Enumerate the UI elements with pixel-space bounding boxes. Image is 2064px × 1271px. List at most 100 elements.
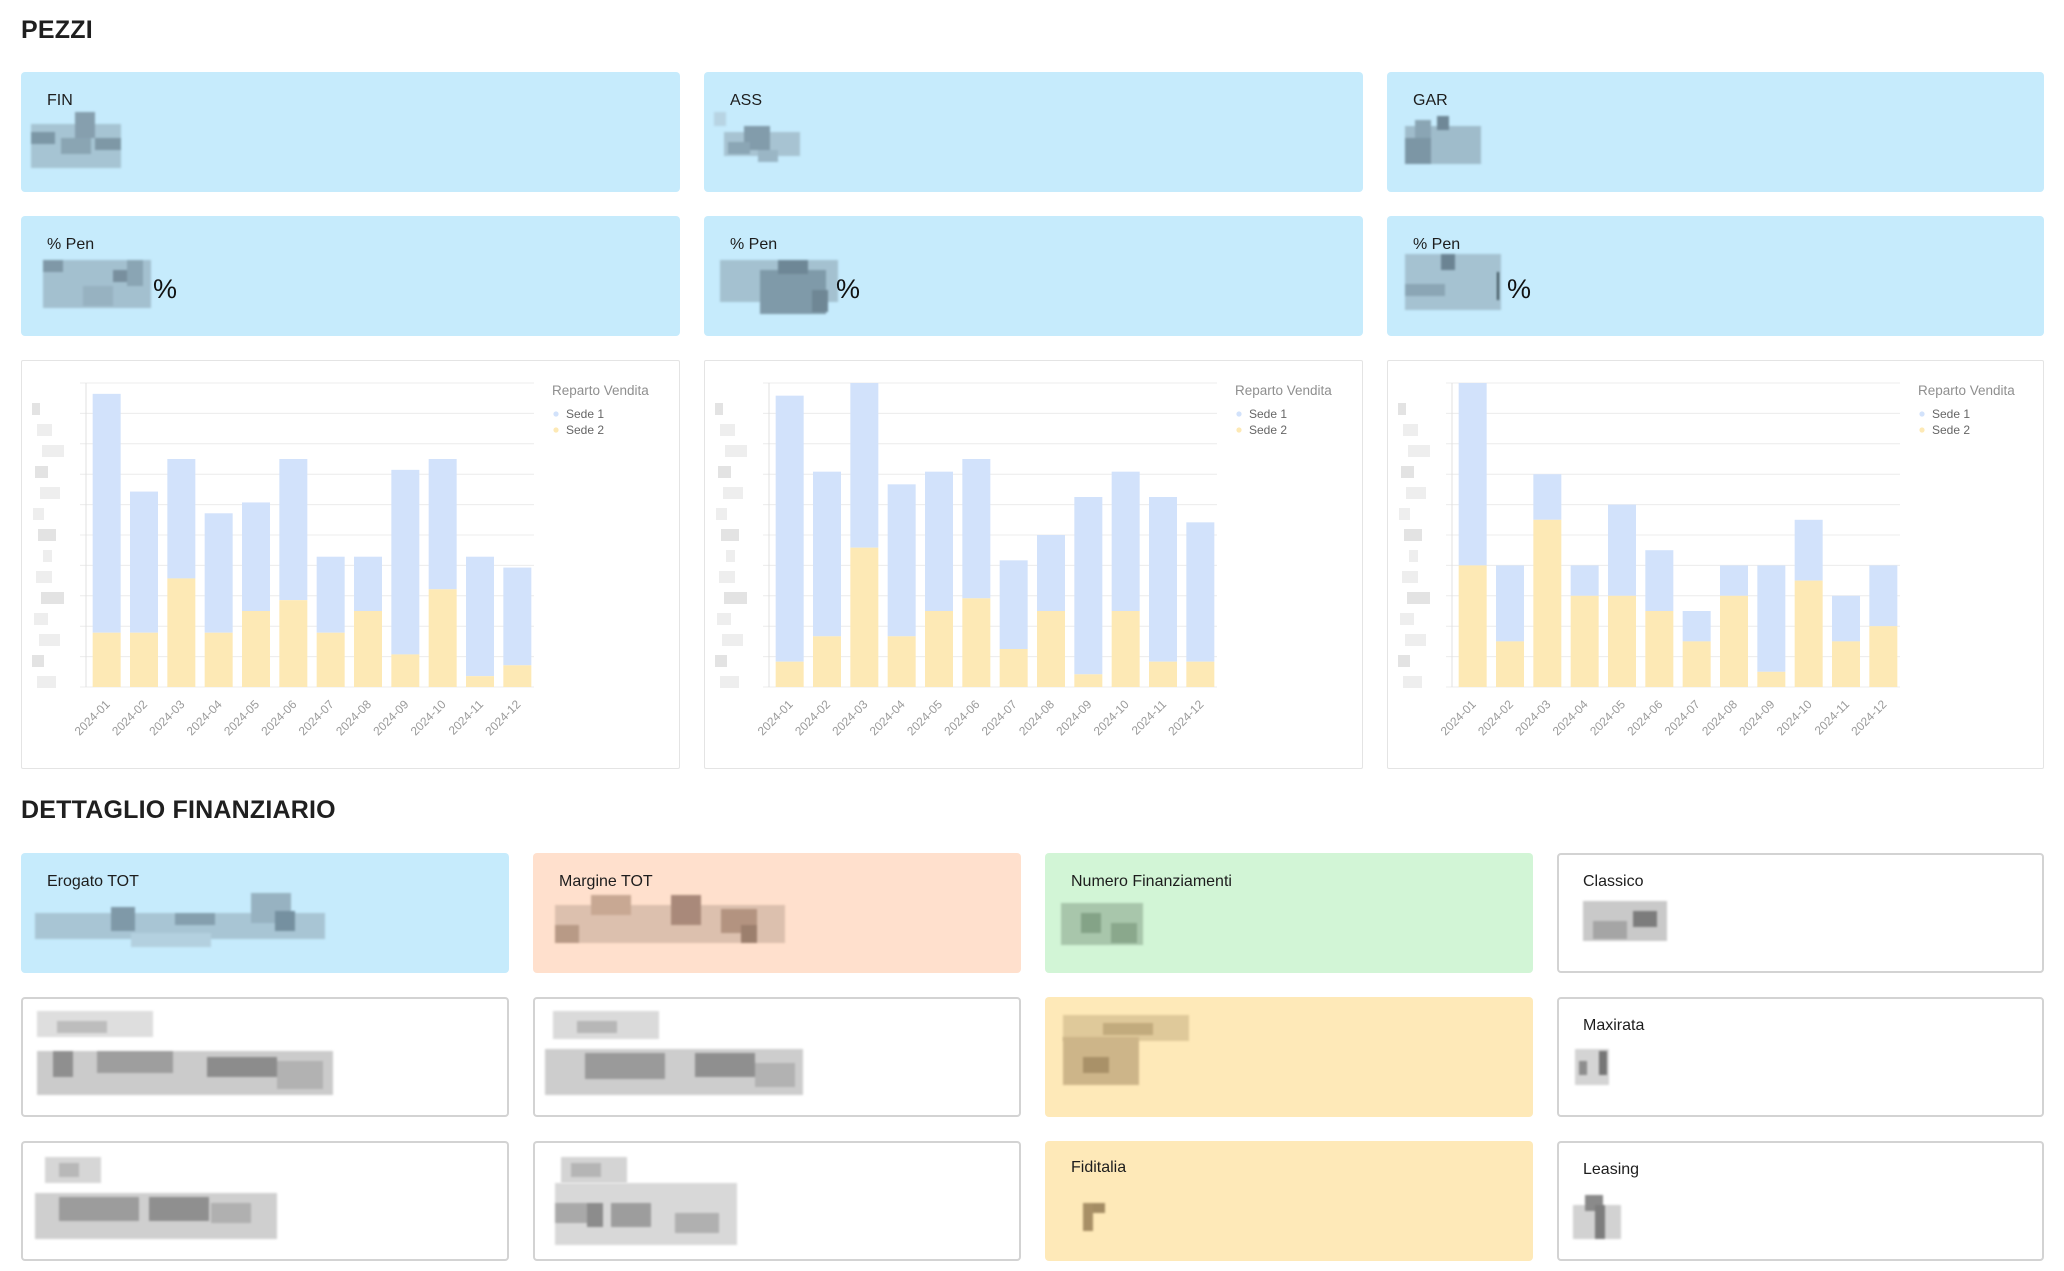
y-tick-label-redacted xyxy=(723,487,743,499)
fin-card-fiditalia[interactable]: Fiditalia xyxy=(1045,1141,1533,1261)
bar-sede-1 xyxy=(1794,519,1823,581)
fin-card-row3-col1[interactable] xyxy=(21,1141,509,1261)
fin-card-erogato[interactable]: Erogato TOT xyxy=(21,853,509,973)
x-tick-label: 2024-10 xyxy=(408,697,449,738)
bar-sede-2 xyxy=(279,600,308,687)
y-tick-label-redacted xyxy=(42,445,64,457)
bar-sede-1 xyxy=(503,567,532,666)
bar-sede-1 xyxy=(92,393,121,633)
percent-sign: % xyxy=(836,274,861,304)
bar-sede-2 xyxy=(466,676,494,687)
x-tick-label: 2024-05 xyxy=(221,697,262,738)
bar-sede-1 xyxy=(167,459,196,579)
fin-card-numero[interactable]: Numero Finanziamenti xyxy=(1045,853,1533,973)
y-tick-label-redacted xyxy=(37,424,52,436)
fin-card-row3-col2[interactable] xyxy=(533,1141,1021,1261)
y-tick-label-redacted xyxy=(718,466,731,478)
legend-title: Reparto Vendita xyxy=(552,383,649,398)
y-tick-label-redacted xyxy=(39,634,60,646)
y-tick-label-redacted xyxy=(721,529,739,541)
bar-sede-2 xyxy=(850,547,879,687)
fin-value-redacted xyxy=(1575,1045,1617,1089)
kpi-card-ass[interactable]: ASS xyxy=(704,72,1363,192)
bar-sede-1 xyxy=(1149,497,1177,662)
y-tick-label-redacted xyxy=(1398,403,1406,415)
kpi-label: % Pen xyxy=(1413,236,1461,253)
bar-sede-2 xyxy=(962,598,991,687)
legend-title: Reparto Vendita xyxy=(1918,383,2015,398)
stacked-bar-chart: 2024-012024-022024-032024-042024-052024-… xyxy=(1398,382,2015,738)
legend-marker xyxy=(1919,411,1925,417)
kpi-label: FIN xyxy=(47,92,73,109)
kpi-label: GAR xyxy=(1413,92,1448,109)
bar-sede-2 xyxy=(1757,671,1786,687)
y-tick-label-redacted xyxy=(1403,424,1418,436)
bar-sede-2 xyxy=(1608,595,1636,687)
x-tick-label: 2024-04 xyxy=(1550,697,1591,738)
bar-sede-1 xyxy=(391,469,420,655)
y-tick-label-redacted xyxy=(33,508,44,520)
x-tick-label: 2024-02 xyxy=(109,697,150,738)
legend-marker xyxy=(553,427,559,433)
bar-sede-1 xyxy=(204,513,233,633)
x-tick-label: 2024-04 xyxy=(867,697,908,738)
x-tick-label: 2024-02 xyxy=(792,697,833,738)
kpi-card-pen-ass[interactable]: % Pen % xyxy=(704,216,1363,336)
legend-marker xyxy=(553,411,559,417)
fin-card-maxirata[interactable]: Maxirata xyxy=(1557,997,2044,1117)
bar-sede-2 xyxy=(1645,611,1674,687)
x-tick-label: 2024-01 xyxy=(72,697,113,738)
y-tick-label-redacted xyxy=(726,550,735,562)
fin-card-margine[interactable]: Margine TOT xyxy=(533,853,1021,973)
fin-value-redacted xyxy=(1061,903,1147,949)
bar-sede-2 xyxy=(1496,641,1524,687)
fin-card-row2-col2[interactable] xyxy=(533,997,1021,1117)
fin-card-classico[interactable]: Classico xyxy=(1557,853,2044,973)
x-tick-label: 2024-12 xyxy=(482,697,523,738)
fin-card-row2-col3[interactable] xyxy=(1045,997,1533,1117)
x-tick-label: 2024-06 xyxy=(258,697,299,738)
bar-sede-1 xyxy=(1111,471,1140,611)
kpi-card-fin[interactable]: FIN xyxy=(21,72,680,192)
y-tick-label-redacted xyxy=(1399,508,1410,520)
bar-sede-2 xyxy=(242,611,270,687)
kpi-card-pen-fin[interactable]: % Pen % xyxy=(21,216,680,336)
x-tick-label: 2024-12 xyxy=(1848,697,1889,738)
x-tick-label: 2024-09 xyxy=(370,697,411,738)
chart-card-gar: 2024-01 2024-02 2024-03 2024-04 2024-05 2024-… xyxy=(1387,360,2044,769)
y-tick-label-redacted xyxy=(32,403,40,415)
bar-sede-2 xyxy=(1869,626,1898,687)
kpi-card-gar[interactable]: GAR xyxy=(1387,72,2044,192)
bar-sede-1 xyxy=(1757,565,1786,672)
fin-label: Erogato TOT xyxy=(47,873,139,890)
fin-value-redacted xyxy=(555,1183,741,1247)
bar-sede-2 xyxy=(204,632,233,687)
fin-card-leasing[interactable]: Leasing xyxy=(1557,1141,2044,1261)
kpi-label: ASS xyxy=(730,92,763,109)
kpi-card-pen-gar[interactable]: % Pen % xyxy=(1387,216,2044,336)
bar-sede-2 xyxy=(1149,661,1177,687)
x-tick-label: 2024-06 xyxy=(1624,697,1665,738)
x-tick-label: 2024-10 xyxy=(1091,697,1132,738)
fin-value-redacted xyxy=(37,1051,337,1097)
fin-label: Fiditalia xyxy=(1071,1159,1127,1176)
y-tick-label-redacted xyxy=(719,571,735,583)
bar-sede-1 xyxy=(354,556,382,611)
kpi-value-redacted xyxy=(1405,116,1495,172)
fin-card-row2-col1[interactable] xyxy=(21,997,509,1117)
section-title-dettaglio: DETTAGLIO FINANZIARIO xyxy=(21,796,336,824)
bar-sede-1 xyxy=(242,502,270,611)
legend-label: Sede 1 xyxy=(1249,407,1287,421)
y-tick-label-redacted xyxy=(720,676,739,688)
bar-sede-1 xyxy=(1533,474,1562,520)
x-tick-label: 2024-08 xyxy=(1699,697,1740,738)
percent-sign: % xyxy=(1507,274,1532,304)
legend-label: Sede 2 xyxy=(1932,423,1970,437)
bar-sede-1 xyxy=(1570,565,1599,596)
y-tick-label-redacted xyxy=(1408,445,1430,457)
x-tick-label: 2024-06 xyxy=(941,697,982,738)
y-tick-label-redacted xyxy=(1406,487,1426,499)
y-tick-label-redacted xyxy=(716,508,727,520)
y-tick-label-redacted xyxy=(1400,613,1414,625)
y-tick-label-redacted xyxy=(722,634,743,646)
